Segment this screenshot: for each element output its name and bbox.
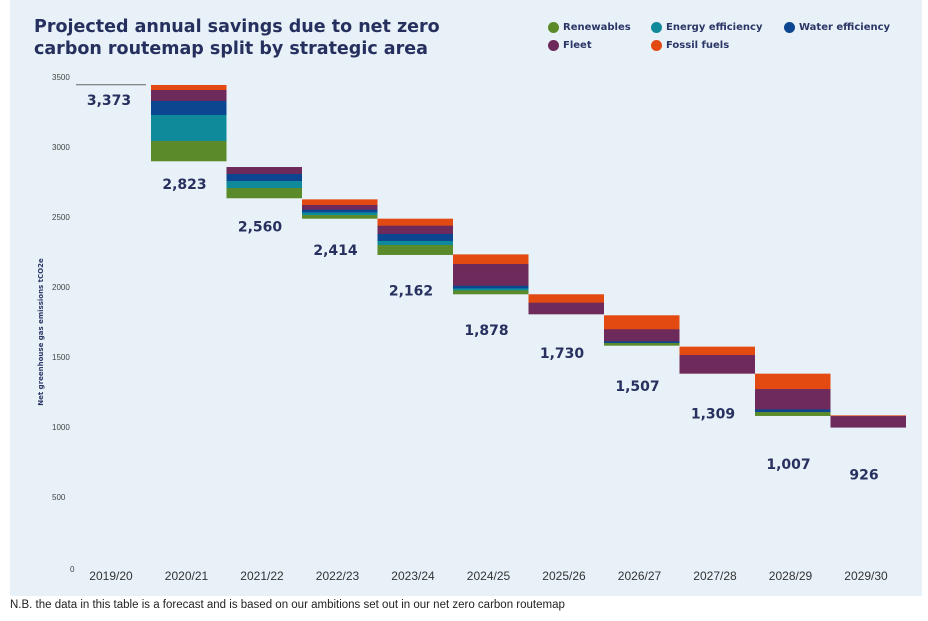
- bar-segment-fossil-fuels: [830, 415, 906, 417]
- total-value-label: 1,730: [540, 346, 585, 362]
- x-tick-label: 2026/27: [618, 569, 662, 583]
- bar-segment-water-efficiency: [453, 285, 529, 289]
- bar-segment-fossil-fuels: [755, 373, 831, 390]
- bar-segment-water-efficiency: [226, 174, 302, 182]
- total-value-label: 2,560: [238, 220, 283, 236]
- bar-segment-energy-efficiency: [151, 114, 227, 142]
- bar-segment-fleet: [604, 329, 680, 342]
- total-value-label: 1,309: [691, 407, 735, 423]
- chart-title: Projected annual savings due to net zero…: [34, 17, 440, 59]
- bar-segment-fossil-fuels: [151, 84, 227, 91]
- bar-segment-fleet: [453, 264, 529, 287]
- bar-segment-fleet: [755, 389, 831, 410]
- legend-water-efficiency: Water efficiency: [784, 22, 890, 33]
- bar-segment-fossil-fuels: [679, 346, 755, 356]
- bar-segment-renewables: [151, 140, 227, 162]
- bar-segment-renewables: [755, 412, 831, 416]
- y-tick-label: 0: [70, 565, 75, 574]
- bar-segment-water-efficiency: [377, 233, 453, 242]
- bar-segment-fossil-fuels: [604, 315, 680, 330]
- bar-segment-energy-efficiency: [377, 240, 453, 246]
- total-value-label: 2,414: [313, 243, 358, 259]
- footer-note: N.B. the data in this table is a forecas…: [10, 599, 565, 611]
- bar-segment-renewables: [453, 290, 529, 295]
- y-tick-label: 2500: [52, 213, 70, 222]
- y-axis-label: Net greenhouse gas emissions tCO2e: [37, 258, 45, 406]
- bar-segment-fleet: [377, 225, 453, 235]
- y-tick-label: 3500: [52, 73, 70, 82]
- total-value-label: 2,162: [389, 283, 433, 299]
- x-tick-label: 2022/23: [316, 569, 360, 583]
- total-value-label: 1,007: [766, 457, 810, 473]
- legend-label: Fleet: [563, 40, 592, 51]
- bar-segment-renewables: [302, 215, 378, 219]
- bar-segment-fleet: [226, 167, 302, 175]
- legend-label: Fossil fuels: [666, 40, 730, 51]
- y-tick-label: 1000: [52, 423, 70, 432]
- legend-dot-icon: [651, 40, 662, 51]
- bar-segment-water-efficiency: [755, 409, 831, 413]
- legend-label: Water efficiency: [799, 22, 891, 33]
- legend-fleet: Fleet: [548, 40, 592, 51]
- x-tick-label: 2019/20: [89, 569, 133, 583]
- x-tick-label: 2025/26: [542, 569, 586, 583]
- bar-segment-fossil-fuels: [528, 294, 604, 303]
- bar-segment-renewables: [604, 343, 680, 346]
- bar-segment-renewables: [377, 245, 453, 255]
- bar-segment-fossil-fuels: [377, 218, 453, 226]
- bar-segment-water-efficiency: [302, 209, 378, 213]
- bar-segment-fleet: [151, 90, 227, 102]
- legend-renewables: Renewables: [548, 22, 631, 33]
- bar-segment-fossil-fuels: [453, 254, 529, 265]
- x-tick-label: 2028/29: [769, 569, 813, 583]
- x-tick-label: 2027/28: [693, 569, 737, 583]
- legend-dot-icon: [548, 22, 559, 33]
- x-tick-label: 2023/24: [391, 569, 435, 583]
- x-tick-label: 2021/22: [240, 569, 284, 583]
- bar-segment-fleet: [679, 355, 755, 374]
- y-tick-label: 500: [52, 493, 66, 502]
- total-value-label: 2,823: [162, 177, 206, 193]
- bar-segment-fleet: [528, 302, 604, 315]
- bar-segment-water-efficiency: [604, 341, 680, 344]
- legend-label: Energy efficiency: [666, 22, 763, 33]
- legend-energy-efficiency: Energy efficiency: [651, 22, 762, 33]
- legend-dot-icon: [651, 22, 662, 33]
- total-value-label: 1,878: [464, 323, 508, 339]
- bar-segment-energy-efficiency: [453, 288, 529, 291]
- y-tick-label: 2000: [52, 283, 70, 292]
- x-tick-label: 2020/21: [165, 569, 209, 583]
- x-tick-label: 2029/30: [844, 569, 888, 583]
- bar-segment-energy-efficiency: [302, 212, 378, 216]
- total-value-label: 3,373: [87, 93, 131, 109]
- y-tick-label: 1500: [52, 353, 70, 362]
- legend-fossil-fuels: Fossil fuels: [651, 40, 729, 51]
- legend-label: Renewables: [563, 22, 631, 33]
- bar-segment-water-efficiency: [151, 100, 227, 116]
- legend-dot-icon: [548, 40, 559, 51]
- bar-segment-fossil-fuels: [302, 199, 378, 206]
- bar-segment-renewables: [226, 188, 302, 199]
- y-tick-label: 3000: [52, 143, 70, 152]
- total-value-label: 926: [849, 467, 878, 483]
- legend-dot-icon: [784, 22, 795, 33]
- bar-segment-fleet: [830, 416, 906, 428]
- total-value-label: 1,507: [615, 379, 659, 395]
- x-tick-label: 2024/25: [467, 569, 511, 583]
- bar-segment-energy-efficiency: [226, 181, 302, 189]
- bar-segment-fleet: [302, 204, 378, 211]
